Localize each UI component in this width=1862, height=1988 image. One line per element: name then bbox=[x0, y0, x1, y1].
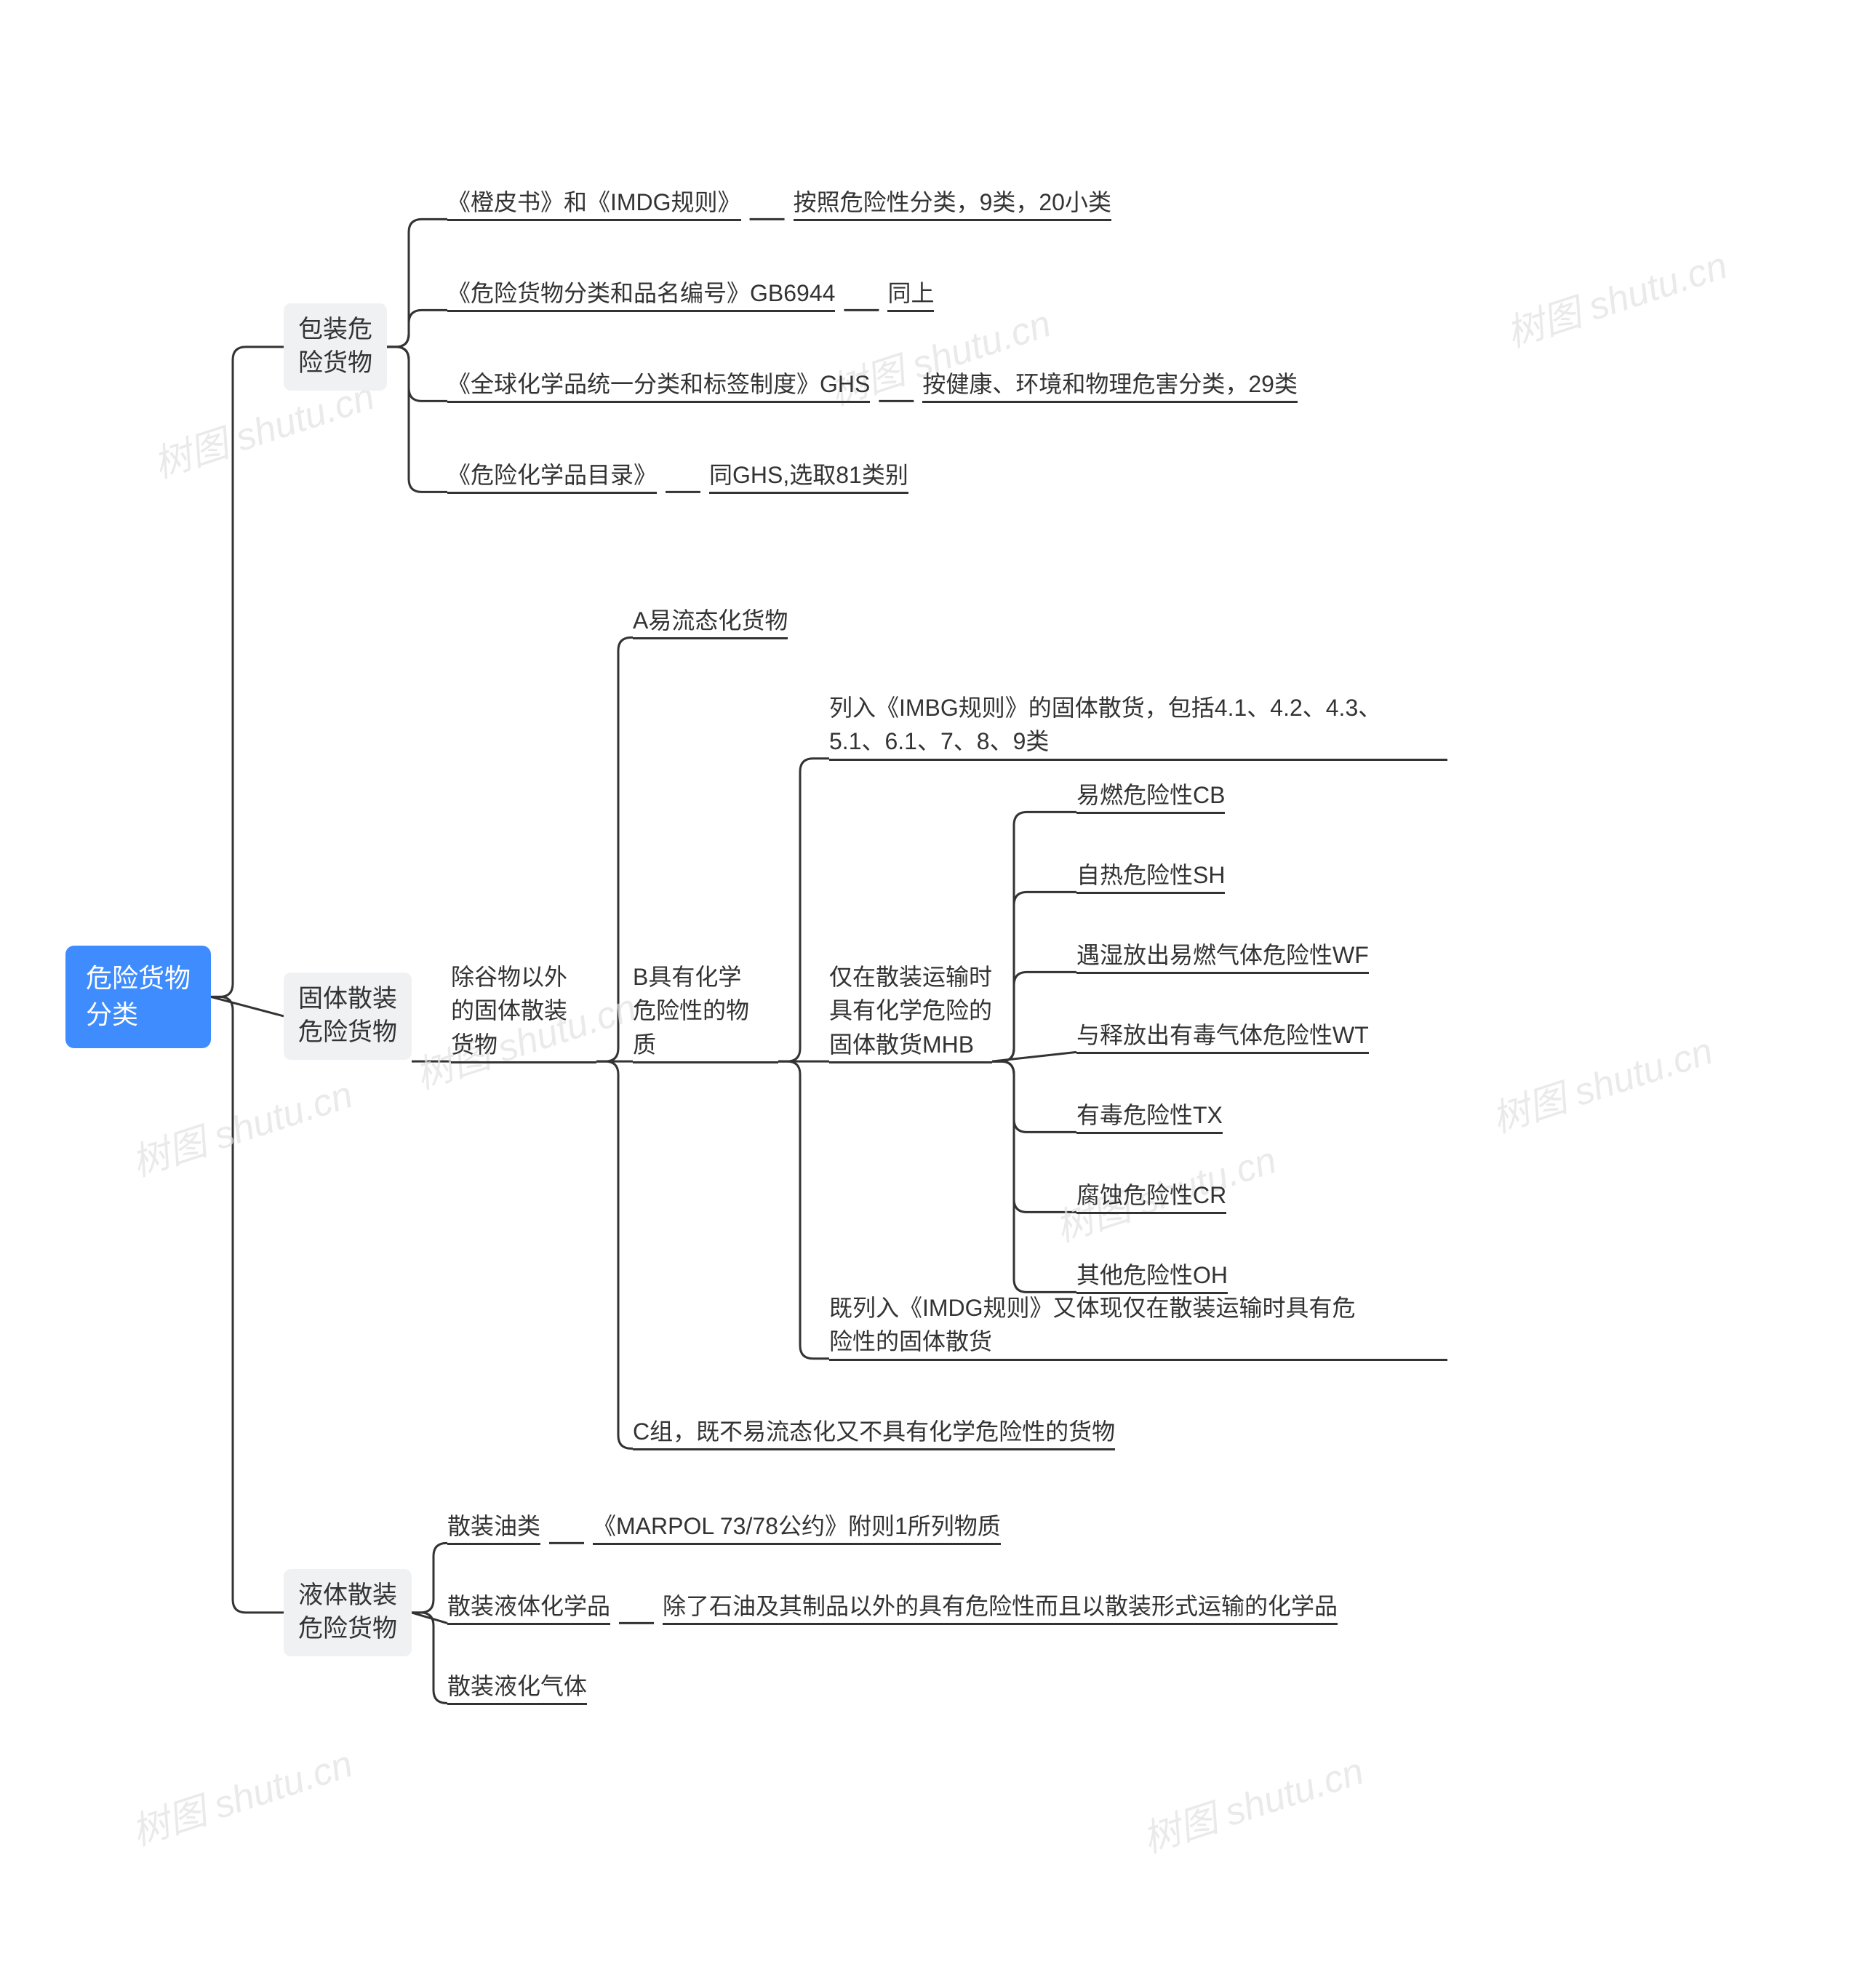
watermark: 树图 shutu.cn bbox=[124, 1733, 359, 1856]
solid-group-c: C组，既不易流态化又不具有化学危险性的货物 bbox=[633, 1415, 1115, 1448]
packaged-detail-0: 按照危险性分类，9类，20小类 bbox=[794, 185, 1111, 219]
watermark: 树图 shutu.cn bbox=[124, 1064, 359, 1187]
mhb-item-5: 腐蚀危险性CR bbox=[1076, 1178, 1226, 1212]
branch-packaged: 包装危险货物 bbox=[284, 303, 387, 391]
diagram-canvas: 树图 shutu.cn 树图 shutu.cn 树图 shutu.cn 树图 shut… bbox=[0, 0, 1862, 1988]
mhb-item-4: 有毒危险性TX bbox=[1076, 1098, 1223, 1132]
packaged-label-0: 《橙皮书》和《IMDG规则》 bbox=[447, 185, 741, 219]
liquid-label-2: 散装液化气体 bbox=[447, 1669, 587, 1703]
mhb-item-3: 与释放出有毒气体危险性WT bbox=[1076, 1018, 1369, 1052]
packaged-detail-2: 按健康、环境和物理危害分类，29类 bbox=[922, 367, 1298, 401]
root-node: 危险货物分类 bbox=[65, 946, 211, 1048]
solid-group-b: B具有化学危险性的物质 bbox=[633, 960, 778, 1061]
b-detail-top: 列入《IMBG规则》的固体散货，包括4.1、4.2、4.3、5.1、6.1、7、… bbox=[829, 691, 1447, 759]
solid-subgroup: 除谷物以外的固体散装货物 bbox=[451, 960, 596, 1061]
packaged-detail-1: 同上 bbox=[887, 276, 934, 310]
branch-liquid: 液体散装危险货物 bbox=[284, 1569, 412, 1656]
watermark: 树图 shutu.cn bbox=[1484, 1021, 1719, 1143]
branch-solid: 固体散装危险货物 bbox=[284, 973, 412, 1060]
mhb-item-0: 易燃危险性CB bbox=[1076, 778, 1225, 812]
b-detail-bot: 既列入《IMDG规则》又体现仅在散装运输时具有危险性的固体散货 bbox=[829, 1291, 1447, 1359]
mhb-item-2: 遇湿放出易燃气体危险性WF bbox=[1076, 938, 1369, 972]
packaged-detail-3: 同GHS,选取81类别 bbox=[709, 458, 908, 492]
packaged-label-3: 《危险化学品目录》 bbox=[447, 458, 657, 492]
watermark: 树图 shutu.cn bbox=[1135, 1741, 1370, 1864]
solid-group-a: A易流态化货物 bbox=[633, 604, 788, 637]
liquid-detail-0: 《MARPOL 73/78公约》附则1所列物质 bbox=[593, 1509, 1001, 1543]
b-detail-mid: 仅在散装运输时具有化学危险的固体散货MHB bbox=[829, 960, 992, 1061]
mhb-item-6: 其他危险性OH bbox=[1076, 1258, 1228, 1292]
watermark: 树图 shutu.cn bbox=[1498, 235, 1733, 358]
liquid-label-1: 散装液体化学品 bbox=[447, 1589, 610, 1623]
liquid-detail-1: 除了石油及其制品以外的具有危险性而且以散装形式运输的化学品 bbox=[663, 1589, 1338, 1623]
packaged-label-1: 《危险货物分类和品名编号》GB6944 bbox=[447, 276, 835, 310]
packaged-label-2: 《全球化学品统一分类和标签制度》GHS bbox=[447, 367, 870, 401]
liquid-label-0: 散装油类 bbox=[447, 1509, 540, 1543]
mhb-item-1: 自热危险性SH bbox=[1076, 858, 1225, 892]
